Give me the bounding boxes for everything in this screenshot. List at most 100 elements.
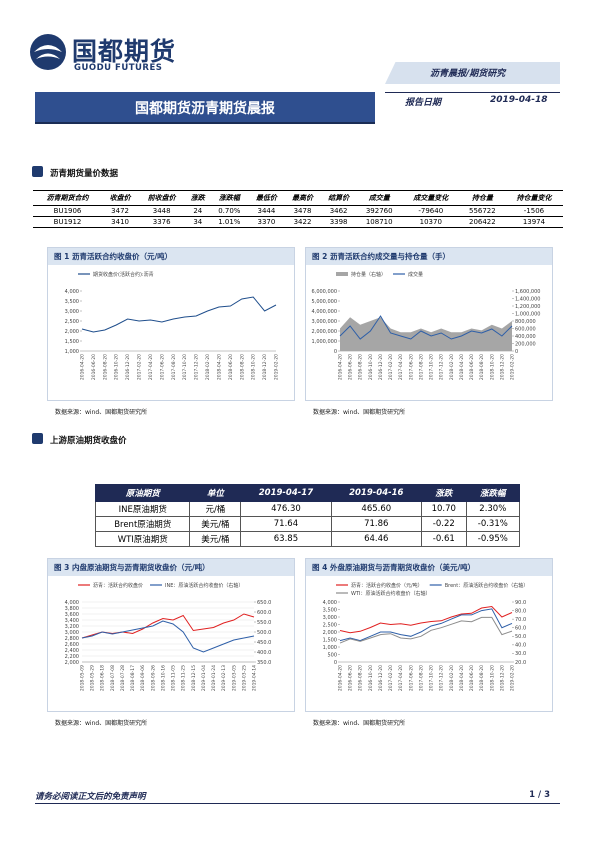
x-tick-label: 2018-11-25 <box>181 665 187 691</box>
table-cell: 3478 <box>284 205 321 217</box>
x-tick-label: 2016-04-20 <box>338 354 344 380</box>
legend-label: 期货收盘价(活跃合约):沥青 <box>93 271 154 278</box>
chart: 持仓量（右轴） 成交量 0 1,000,000 2,000,000 3,000,000 4,… <box>312 271 541 380</box>
y2-tick-label: 200,000 <box>515 341 536 347</box>
y-tick-label: 1,000 <box>323 645 337 651</box>
table-cell: 3448 <box>138 205 186 217</box>
report-title: 国都期货沥青期货晨报 <box>135 101 275 117</box>
x-tick-label: 2018-12-20 <box>499 665 505 691</box>
x-tick-label: 2017-10-20 <box>429 665 435 691</box>
chart-source: 数据来源：wind、国都期货研究所 <box>55 720 148 727</box>
x-tick-label: 2019-04-14 <box>252 665 258 691</box>
x-tick-label: 2017-04-20 <box>148 354 154 380</box>
chart-title: 图 1 沥青活跃合约收盘价（元/吨） <box>48 248 294 265</box>
header-row: 原油期货 单位 2019-04-17 2019-04-16 涨跌 涨跌幅 <box>94 484 521 502</box>
x-tick-label: 2018-06-20 <box>469 354 475 380</box>
y-tick-label: 1,000,000 <box>312 339 337 345</box>
y2-tick-label: 550.0 <box>257 620 271 626</box>
x-tick-label: 2018-07-08 <box>110 665 116 691</box>
table-row: Brent原油期货 美元/桶 71.64 71.86 -0.22 -0.31% <box>94 516 521 532</box>
table-cell: WTI原油期货 <box>94 531 191 547</box>
legend-label: INE：原油活跃合约收盘价（右轴） <box>165 582 243 589</box>
y-tick-label: 0 <box>334 660 337 666</box>
table-cell: 元/桶 <box>189 501 242 517</box>
x-tick-label: 2019-02-20 <box>510 665 516 691</box>
table-cell: 3376 <box>138 216 186 228</box>
y-tick-label: 5,000,000 <box>312 299 337 305</box>
legend-label: 成交量 <box>408 271 423 278</box>
x-tick-label: 2017-08-20 <box>418 354 424 380</box>
x-tick-label: 2016-06-20 <box>348 354 354 380</box>
table-cell: Brent原油期货 <box>94 516 191 532</box>
x-tick-label: 2018-02-20 <box>449 354 455 380</box>
section-heading: 上游原油期货收盘价 <box>50 436 127 446</box>
chart: 期货收盘价(活跃合约):沥青 1,000 1,500 2,000 2,500 3,000 3… <box>65 271 280 380</box>
chart-panel: 图 1 沥青活跃合约收盘价（元/吨） 期货收盘价(活跃合约):沥青 1,000 1,5… <box>47 247 295 401</box>
chart-source: 数据来源：wind、国都期货研究所 <box>55 409 148 416</box>
section-icon <box>32 166 43 177</box>
table-cell: -0.61 <box>420 531 467 547</box>
column-header: 2019-04-16 <box>330 484 422 502</box>
table-cell: 10.70 <box>420 501 467 517</box>
y-tick-label: 4,000 <box>65 289 79 295</box>
y2-tick-label: 400.0 <box>257 650 271 656</box>
chart-title: 图 2 沥青活跃合约成交量与持仓量（手） <box>306 248 552 265</box>
x-tick-label: 2018-09-06 <box>140 665 146 691</box>
y-tick-label: 3,400 <box>65 618 79 624</box>
footer-rule <box>35 803 560 804</box>
y2-tick-label: 350.0 <box>257 660 271 666</box>
x-tick-label: 2018-12-20 <box>262 354 268 380</box>
x-tick-label: 2018-07-28 <box>120 665 126 691</box>
y2-tick-label: 1,200,000 <box>515 304 540 310</box>
y-tick-label: 1,000 <box>65 349 79 355</box>
table-cell: 71.86 <box>330 516 422 532</box>
column-header: 沥青期货合约 <box>33 190 103 206</box>
x-tick-label: 2017-04-20 <box>398 354 404 380</box>
column-header: 最低价 <box>248 190 285 206</box>
chart-panel: 图 2 沥青活跃合约成交量与持仓量（手） 持仓量（右轴） 成交量 0 1,000,000… <box>305 247 553 401</box>
column-header: 持仓量变化 <box>504 190 563 206</box>
y2-tick-label: 30.0 <box>515 651 526 657</box>
x-tick-label: 2019-02-13 <box>221 665 227 691</box>
column-header: 前收盘价 <box>138 190 186 206</box>
table-cell: 1.01% <box>210 216 249 228</box>
y-tick-label: 4,000,000 <box>312 309 337 315</box>
x-tick-label: 2018-10-20 <box>251 354 257 380</box>
y2-tick-label: 400,000 <box>515 334 536 340</box>
y-tick-label: 500 <box>327 652 337 658</box>
legend-label: Brent：原油活跃合约收盘价（右轴） <box>445 582 529 589</box>
chart-source: 数据来源：wind、国都期货研究所 <box>313 409 406 416</box>
x-tick-label: 2016-06-20 <box>348 665 354 691</box>
x-tick-label: 2018-02-20 <box>205 354 211 380</box>
y-tick-label: 6,000,000 <box>312 289 337 295</box>
y-tick-label: 2,000 <box>65 329 79 335</box>
x-tick-label: 2017-02-20 <box>137 354 143 380</box>
x-tick-label: 2016-08-20 <box>358 354 364 380</box>
column-header: 结算价 <box>320 190 357 206</box>
x-tick-label: 2017-12-20 <box>439 665 445 691</box>
x-tick-label: 2019-01-04 <box>201 665 207 691</box>
logo-mark <box>30 34 66 70</box>
chart-title: 图 4 外盘原油期货与沥青期货收盘价（美元/吨） <box>306 559 552 576</box>
line <box>339 616 513 644</box>
y-tick-label: 2,500 <box>323 622 337 628</box>
x-tick-label: 2016-12-20 <box>125 354 131 380</box>
x-tick-label: 2016-06-20 <box>91 354 97 380</box>
y-tick-label: 3,000,000 <box>312 319 337 325</box>
column-header: 成交量 <box>356 190 402 206</box>
date-label: 报告日期 <box>405 98 442 108</box>
chart-panel: 图 3 内盘原油期货与沥青期货收盘价（元/吨） 沥青：活跃合约收盘价 INE：原油活… <box>47 558 295 712</box>
column-header: 最高价 <box>284 190 321 206</box>
x-tick-label: 2018-04-20 <box>459 665 465 691</box>
table-cell: -0.31% <box>465 516 521 532</box>
x-tick-label: 2017-06-20 <box>159 354 165 380</box>
x-tick-label: 2018-12-20 <box>499 354 505 380</box>
table-row: BU1906 3472 3448 24 0.70% 3444 3478 3462 392760-… <box>33 205 563 217</box>
legend-label: WTI：原油活跃合约收盘价（右轴） <box>351 590 430 597</box>
y-tick-label: 3,000 <box>65 309 79 315</box>
table-cell: 556722 <box>459 205 505 217</box>
area <box>340 317 512 351</box>
y2-tick-label: 50.0 <box>515 634 526 640</box>
table-cell: 3410 <box>102 216 139 228</box>
